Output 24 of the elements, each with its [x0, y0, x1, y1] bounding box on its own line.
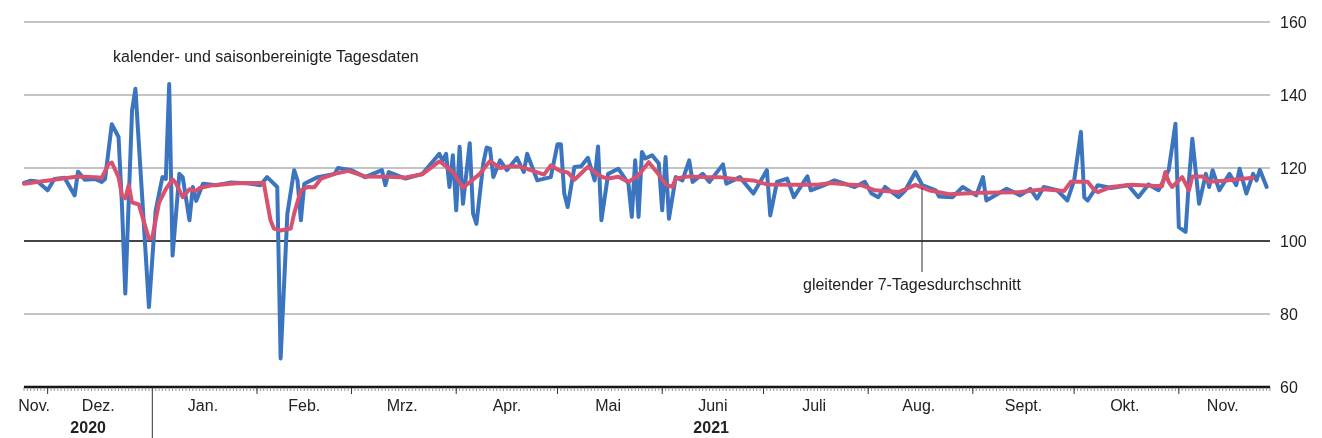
text: gleitender 7-Tagesdurchschnitt: [803, 276, 1022, 293]
x-tick-label: Dez.: [81, 397, 115, 414]
y-tick-label: 140: [1280, 86, 1307, 104]
line-series: [22, 159, 1256, 241]
y-tick-label: 60: [1280, 378, 1298, 396]
y-tick-label: 100: [1280, 232, 1307, 250]
x-tick-label: Jan.: [187, 397, 219, 414]
x-tick-label: Juni: [698, 397, 728, 414]
y-tick-label: 80: [1280, 305, 1298, 323]
text: 2021: [693, 419, 730, 436]
x-tick-label: Nov.: [1206, 397, 1239, 414]
x-tick-label: Nov.: [18, 397, 50, 414]
x-tick-label: Okt.: [1110, 397, 1140, 414]
y-tick-label: 160: [1280, 13, 1307, 31]
x-tick-label: Aug.: [902, 397, 936, 414]
text: kalender- und saisonbereinigte Tagesdaten: [113, 48, 419, 65]
x-tick-label: Mai: [595, 397, 622, 414]
x-tick-label: Mrz.: [386, 397, 418, 414]
x-tick-label: Sept.: [1004, 397, 1043, 414]
x-tick-label: Juli: [802, 397, 827, 414]
x-tick-label: Apr.: [492, 397, 522, 414]
x-tick-label: Feb.: [288, 397, 321, 414]
y-tick-label: 120: [1280, 159, 1307, 177]
text: 2020: [70, 419, 107, 436]
